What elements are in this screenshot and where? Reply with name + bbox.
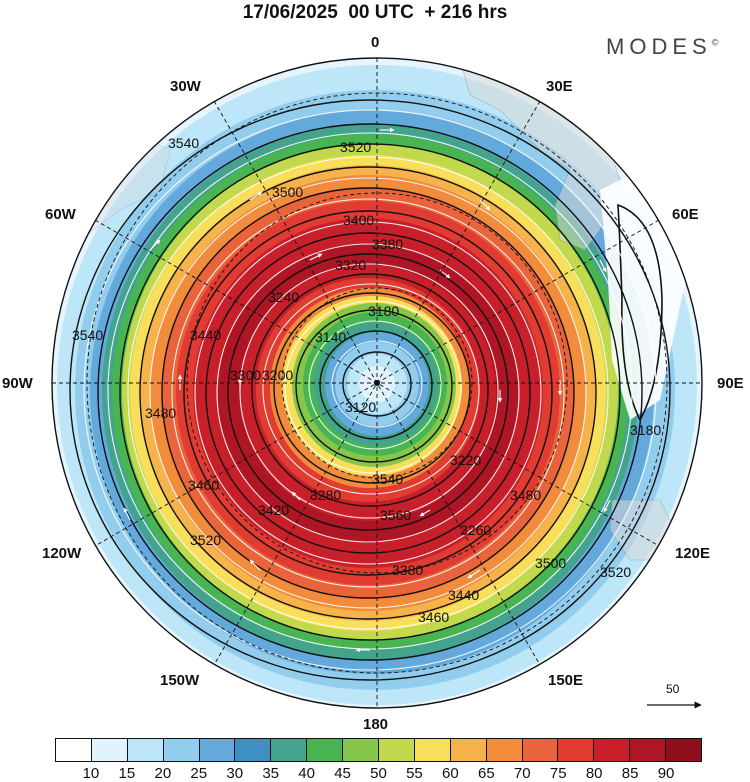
colorbar-swatch — [199, 739, 236, 761]
contour-label: 3460 — [188, 477, 219, 493]
colorbar-tick-label: 85 — [621, 765, 639, 782]
colorbar-swatch — [630, 739, 667, 761]
colorbar-swatch — [271, 739, 308, 761]
colorbar-swatch — [56, 739, 92, 761]
colorbar-tick-label: 25 — [190, 765, 208, 782]
colorbar-swatch — [486, 739, 523, 761]
colorbar-swatch — [666, 739, 702, 761]
contour-label: 3280 — [310, 487, 341, 503]
colorbar-tick-label: 20 — [154, 765, 172, 782]
contour-label: 3180 — [630, 422, 661, 438]
lon-label-180: 180 — [363, 716, 389, 733]
lon-label-60e: 60E — [672, 206, 699, 223]
brand-name: MODES — [606, 34, 712, 59]
contour-label: 3540 — [372, 471, 403, 487]
colorbar-swatch — [522, 739, 559, 761]
colorbar-tick-label: 45 — [334, 765, 351, 782]
contour-label: 3380 — [372, 236, 403, 252]
contour-label: 3240 — [268, 289, 299, 305]
contour-label: 3520 — [340, 139, 371, 155]
contour-label: 3320 — [335, 257, 366, 273]
contour-label: 3460 — [418, 609, 449, 625]
colorbar-tick-label: 40 — [298, 765, 315, 782]
colorbar-swatch — [307, 739, 344, 761]
contour-label: 3540 — [72, 327, 103, 343]
contour-label: 3380 — [392, 562, 423, 578]
brand-logo: MODES© — [606, 34, 718, 60]
colorbar-swatch — [558, 739, 595, 761]
colorbar-tick-label: 55 — [406, 765, 423, 782]
reference-vector-arrow — [647, 701, 702, 709]
colorbar-swatch — [91, 739, 128, 761]
colorbar-tick-label: 60 — [442, 765, 459, 782]
contour-label: 3200 — [262, 367, 293, 383]
lon-label-30w: 30W — [170, 78, 201, 95]
colorbar-swatch — [343, 739, 380, 761]
contour-label: 3420 — [258, 502, 289, 518]
contour-label: 3480 — [145, 405, 176, 421]
page-title: 17/06/2025 00 UTC + 216 hrs — [242, 2, 508, 23]
colorbar-tick-label: 70 — [513, 765, 531, 782]
contour-label: 3120 — [345, 399, 376, 415]
contour-label: 3440 — [448, 587, 479, 603]
contour-label: 3500 — [272, 184, 303, 200]
colorbar-ticks: 10 15 20 25 30 35 40 45 50 55 60 65 70 75 80 85 90 — [0, 765, 750, 782]
colorbar-swatch — [127, 739, 164, 761]
lon-label-150e: 150E — [548, 672, 584, 689]
colorbar-swatch — [594, 739, 631, 761]
colorbar — [55, 738, 702, 762]
colorbar-swatch — [379, 739, 415, 761]
contour-label: 3520 — [190, 532, 221, 548]
lon-label-150w: 150W — [160, 672, 200, 689]
contour-label: 3480 — [510, 487, 541, 503]
contour-label: 3220 — [450, 452, 481, 468]
colorbar-tick-label: 50 — [370, 765, 387, 782]
colorbar-tick-label: 15 — [118, 765, 136, 782]
colorbar-swatch — [163, 739, 200, 761]
reference-vector-label: 50 — [666, 682, 680, 696]
lon-label-30e: 30E — [546, 78, 573, 95]
colorbar-tick-label: 65 — [477, 765, 495, 782]
lon-label-120w: 120W — [42, 545, 82, 562]
contour-label: 3520 — [600, 564, 631, 580]
contour-label: 3540 — [168, 135, 199, 151]
lon-label-60w: 60W — [45, 206, 76, 223]
contour-label: 3500 — [535, 555, 566, 571]
contour-label: 3140 — [315, 329, 346, 345]
contour-label: 3260 — [460, 522, 491, 538]
lon-label-0: 0 — [371, 34, 380, 51]
contour-label: 3180 — [368, 303, 399, 319]
colorbar-tick-label: 35 — [262, 765, 279, 782]
contour-label: 3400 — [343, 212, 374, 228]
contour-label: 3560 — [380, 507, 411, 523]
colorbar-tick-label: 90 — [657, 765, 675, 782]
brand-mark: © — [711, 37, 719, 48]
contour-label: 3440 — [190, 327, 221, 343]
contour-label: 3300 — [230, 367, 261, 383]
colorbar-swatch — [235, 739, 272, 761]
lon-label-120e: 120E — [675, 545, 711, 562]
lon-label-90w: 90W — [2, 375, 33, 392]
colorbar-tick-label: 80 — [585, 765, 603, 782]
colorbar-swatch — [450, 739, 487, 761]
lon-label-90e: 90E — [717, 375, 744, 392]
colorbar-tick-label: 10 — [82, 765, 100, 782]
colorbar-tick-label: 30 — [226, 765, 244, 782]
colorbar-tick-label: 75 — [549, 765, 567, 782]
colorbar-swatch — [414, 739, 451, 761]
